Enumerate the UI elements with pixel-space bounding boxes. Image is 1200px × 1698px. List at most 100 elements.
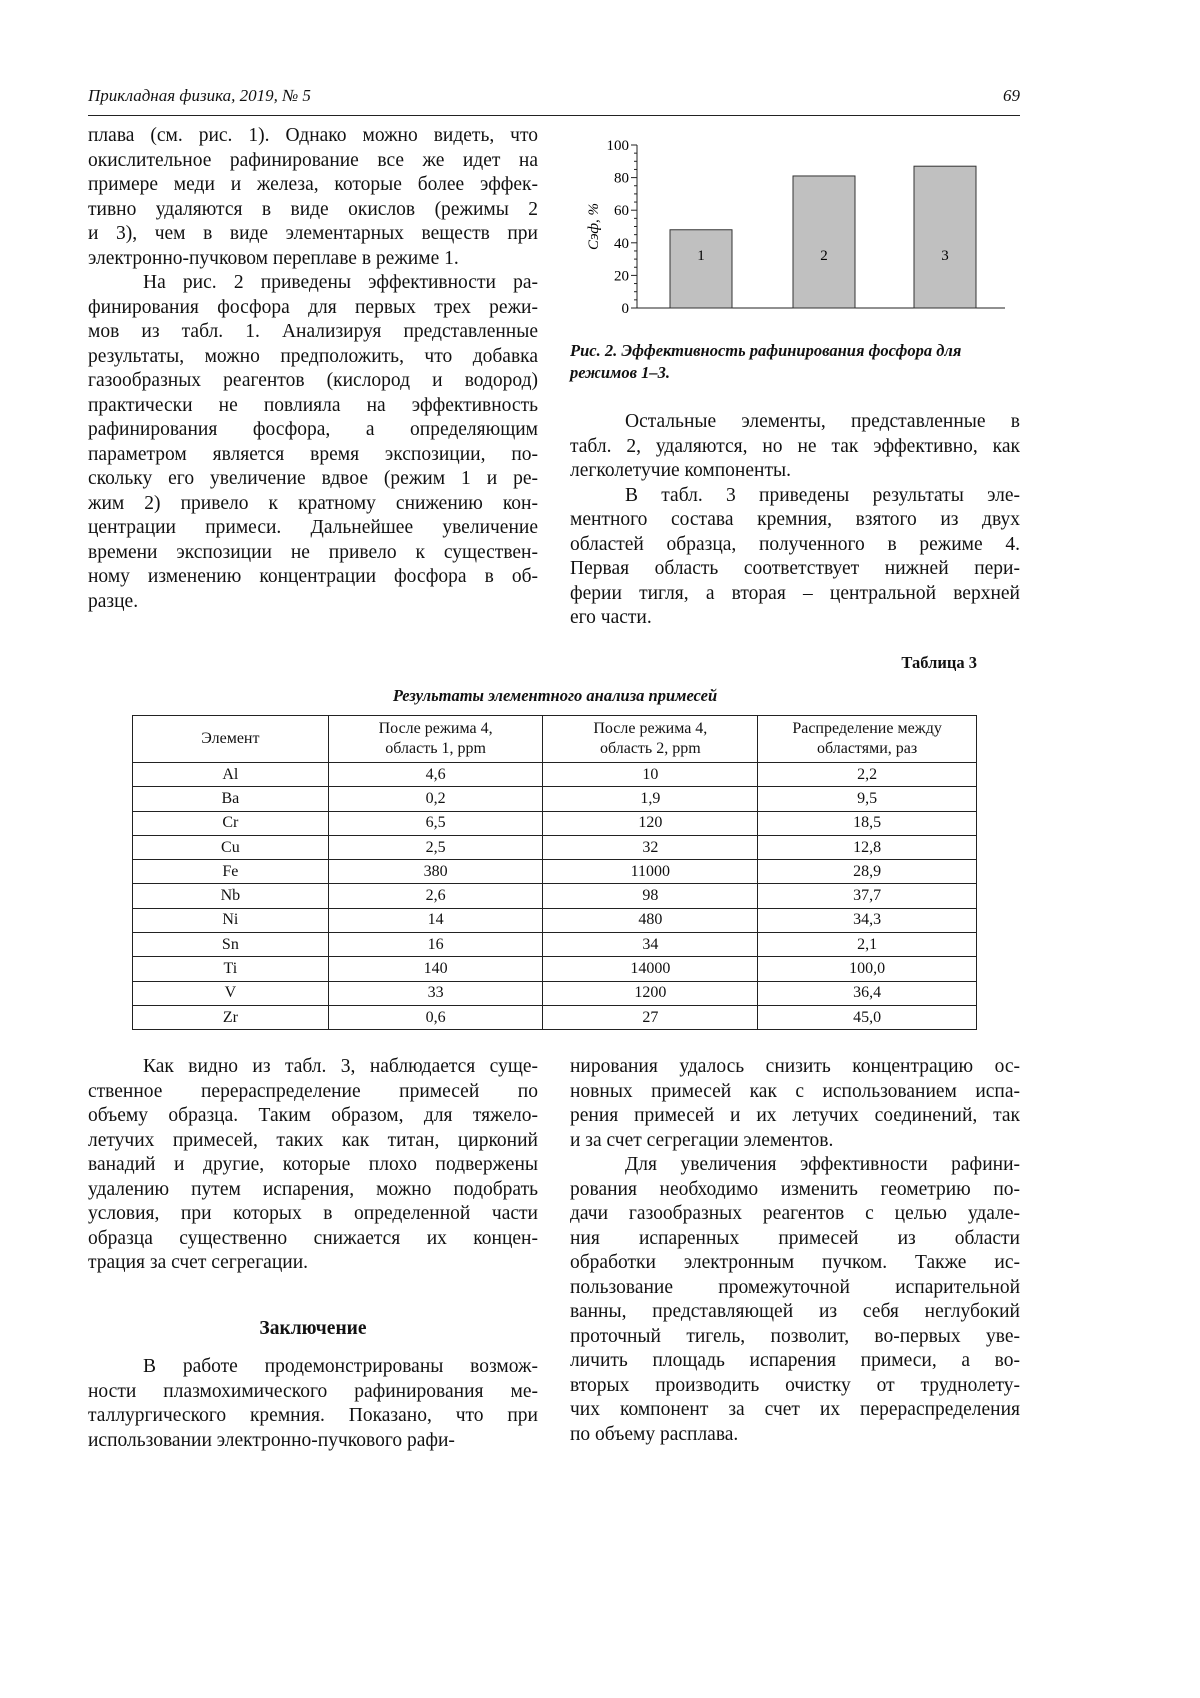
table-cell: 120 [543, 811, 758, 835]
table-row: Fe3801100028,9 [133, 860, 977, 884]
table-cell: Ti [133, 957, 329, 981]
header-line: После режима 4, [543, 719, 757, 739]
text-line: электронно-пучковом переплаве в режиме 1… [88, 247, 538, 272]
table-cell: 34,3 [758, 908, 977, 932]
table-cell: 1,9 [543, 787, 758, 811]
table-cell: 2,6 [328, 884, 543, 908]
bar [793, 176, 855, 308]
text-line: центрации примеси. Дальнейшее увеличение [88, 516, 538, 541]
table-cell: 0,6 [328, 1005, 543, 1029]
text-line: дачи газообразных реагентов с целью удал… [570, 1202, 1020, 1227]
table-cell: 45,0 [758, 1005, 977, 1029]
table-cell: 98 [543, 884, 758, 908]
table-cell: 34 [543, 933, 758, 957]
text-line: рафинирования фосфора, а определяющим [88, 418, 538, 443]
table-cell: 2,5 [328, 835, 543, 859]
table-cell: 16 [328, 933, 543, 957]
table-cell: 10 [543, 763, 758, 787]
text-line: его части. [570, 606, 1020, 631]
table-cell: 18,5 [758, 811, 977, 835]
y-tick-label: 0 [622, 301, 630, 317]
text-line: финирования фосфора для первых трех режи… [88, 296, 538, 321]
table-cell: Al [133, 763, 329, 787]
table-cell: Cr [133, 811, 329, 835]
text-line: Остальные элементы, представленные в [570, 410, 1020, 435]
text-line: практически не повлияла на эффективность [88, 394, 538, 419]
table-cell: 11000 [543, 860, 758, 884]
y-axis-label: Cэф, % [586, 203, 602, 250]
table-cell: Ba [133, 787, 329, 811]
text-line: объему образца. Таким образом, для тяжел… [88, 1104, 538, 1129]
bar-chart: 020406080100Cэф, %123 [570, 130, 1020, 330]
table-cell: 12,8 [758, 835, 977, 859]
table-row: Zr0,62745,0 [133, 1005, 977, 1029]
text-line: ния испаренных примесей из области [570, 1227, 1020, 1252]
table-cell: Zr [133, 1005, 329, 1029]
text-line: вторых производить очистку от труднолету… [570, 1374, 1020, 1399]
table-cell: Sn [133, 933, 329, 957]
text-line: и 3), чем в виде элементарных веществ пр… [88, 222, 538, 247]
header-line: область 2, ppm [543, 739, 757, 759]
text-line: мов из табл. 1. Анализируя представленны… [88, 320, 538, 345]
column-header: После режима 4,область 2, ppm [543, 716, 758, 763]
y-tick-label: 40 [614, 236, 629, 252]
text-line: образца существенно снижается их концен- [88, 1227, 538, 1252]
right-column-bottom: нирования удалось снизить концентрацию о… [570, 1055, 1020, 1447]
bar-label: 2 [820, 248, 828, 264]
text-line: трация за счет сегрегации. [88, 1251, 538, 1276]
table-row: Ba0,21,99,5 [133, 787, 977, 811]
left-column-bottom: Как видно из табл. 3, наблюдается суще-с… [88, 1055, 538, 1276]
bar-label: 1 [697, 248, 705, 264]
text-line: летучих примесей, таких как титан, цирко… [88, 1129, 538, 1154]
text-line: использовании электронно-пучкового рафи- [88, 1429, 538, 1454]
table-cell: 480 [543, 908, 758, 932]
table-cell: Cu [133, 835, 329, 859]
text-line: личить площадь испарения примеси, а во- [570, 1349, 1020, 1374]
text-line: В работе продемонстрированы возмож- [88, 1355, 538, 1380]
text-line: по объему расплава. [570, 1423, 1020, 1448]
text-line: и за счет сегрегации элементов. [570, 1129, 1020, 1154]
table-cell: 28,9 [758, 860, 977, 884]
table-row: Al4,6102,2 [133, 763, 977, 787]
table-cell: 14000 [543, 957, 758, 981]
text-line: плава (см. рис. 1). Однако можно видеть,… [88, 124, 538, 149]
column-header: Распределение междуобластями, раз [758, 716, 977, 763]
table-cell: 6,5 [328, 811, 543, 835]
table-label: Таблица 3 [901, 653, 977, 673]
page-number: 69 [1003, 86, 1020, 106]
table-row: Cu2,53212,8 [133, 835, 977, 859]
journal-header: Прикладная физика, 2019, № 5 [88, 86, 311, 106]
text-line: областей образца, полученного в режиме 4… [570, 533, 1020, 558]
table-cell: 9,5 [758, 787, 977, 811]
text-line: тивно удаляются в виде окислов (режимы 2 [88, 198, 538, 223]
text-line: параметром является время экспозиции, по… [88, 443, 538, 468]
text-line: ному изменению концентрации фосфора в об… [88, 565, 538, 590]
results-table: ЭлементПосле режима 4,область 1, ppmПосл… [132, 715, 977, 1030]
text-line: ментного состава кремния, взятого из дву… [570, 508, 1020, 533]
text-line: ванны, представляющей из себя неглубокий [570, 1300, 1020, 1325]
table-cell: 33 [328, 981, 543, 1005]
page: Прикладная физика, 2019, № 5 69 плава (с… [0, 0, 1200, 1698]
table-row: Sn16342,1 [133, 933, 977, 957]
bar-label: 3 [941, 248, 949, 264]
table-cell: 100,0 [758, 957, 977, 981]
text-line: обработки электронным пучком. Также ис- [570, 1251, 1020, 1276]
text-line: легколетучие компоненты. [570, 459, 1020, 484]
text-line: нирования удалось снизить концентрацию о… [570, 1055, 1020, 1080]
table-cell: Fe [133, 860, 329, 884]
column-header: Элемент [133, 716, 329, 763]
text-line: результаты, можно предположить, что доба… [88, 345, 538, 370]
text-line: рения примесей и их летучих соединений, … [570, 1104, 1020, 1129]
y-tick-label: 80 [614, 171, 629, 187]
text-line: чих компонент за счет их перераспределен… [570, 1398, 1020, 1423]
text-line: скольку его увеличение вдвое (режим 1 и … [88, 467, 538, 492]
table-cell: 32 [543, 835, 758, 859]
table-title: Результаты элементного анализа примесей [0, 686, 1110, 706]
y-tick-label: 100 [607, 138, 630, 154]
table-cell: V [133, 981, 329, 1005]
text-line: разце. [88, 590, 538, 615]
figure-caption: Рис. 2. Эффективность рафинирования фосф… [570, 340, 1020, 384]
right-column-top: Остальные элементы, представленные втабл… [570, 410, 1020, 631]
text-line: газообразных реагентов (кислород и водор… [88, 369, 538, 394]
table-cell: 14 [328, 908, 543, 932]
